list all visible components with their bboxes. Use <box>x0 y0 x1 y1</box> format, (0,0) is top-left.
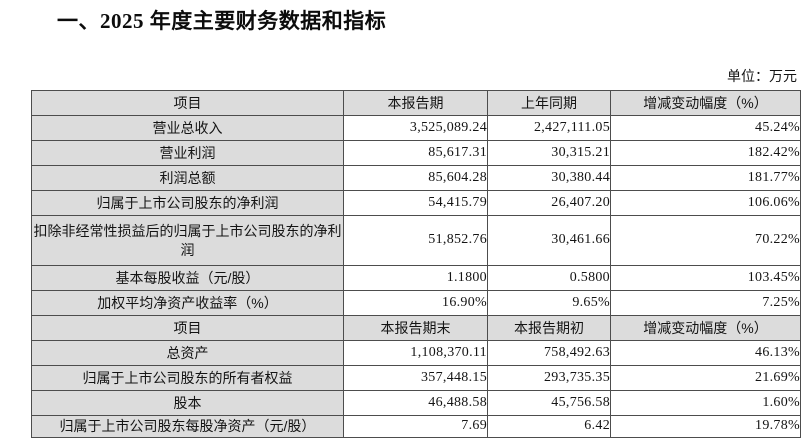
row-label-cell: 扣除非经常性损益后的归属于上市公司股东的净利润 <box>31 215 344 266</box>
row-label-cell: 归属于上市公司股东的净利润 <box>31 190 344 216</box>
table-row-net-profit-excl-nonrecurring: 扣除非经常性损益后的归属于上市公司股东的净利润 51,852.76 30,461… <box>31 215 801 266</box>
change-cell: 103.45% <box>610 265 801 291</box>
change-cell: 70.22% <box>610 215 801 266</box>
current-period-cell: 3,525,089.24 <box>343 115 488 141</box>
period-end-cell: 1,108,370.11 <box>343 340 488 366</box>
period-end-cell: 357,448.15 <box>343 365 488 391</box>
table-row-operating-profit: 营业利润 85,617.31 30,315.21 182.42% <box>31 140 801 166</box>
row-label-cell: 加权平均净资产收益率（%） <box>31 290 344 316</box>
table-row-total-assets: 总资产 1,108,370.11 758,492.63 46.13% <box>31 340 801 366</box>
prior-period-cell: 30,461.66 <box>487 215 611 266</box>
period-end-cell: 46,488.58 <box>343 390 488 416</box>
header-change-pct: 增减变动幅度（%） <box>610 90 801 116</box>
header-item: 项目 <box>31 90 344 116</box>
header-change-pct: 增减变动幅度（%） <box>610 315 801 341</box>
current-period-cell: 51,852.76 <box>343 215 488 266</box>
period-start-cell: 758,492.63 <box>487 340 611 366</box>
change-cell: 181.77% <box>610 165 801 191</box>
current-period-cell: 85,604.28 <box>343 165 488 191</box>
row-label-cell: 归属于上市公司股东每股净资产（元/股） <box>31 415 344 438</box>
change-cell: 182.42% <box>610 140 801 166</box>
change-cell: 45.24% <box>610 115 801 141</box>
change-cell: 1.60% <box>610 390 801 416</box>
prior-period-cell: 2,427,111.05 <box>487 115 611 141</box>
row-label-cell: 股本 <box>31 390 344 416</box>
header-current-period: 本报告期 <box>343 90 488 116</box>
row-label-cell: 营业利润 <box>31 140 344 166</box>
row-label-cell: 基本每股收益（元/股） <box>31 265 344 291</box>
prior-period-cell: 9.65% <box>487 290 611 316</box>
table-row-total-profit: 利润总额 85,604.28 30,380.44 181.77% <box>31 165 801 191</box>
prior-period-cell: 30,380.44 <box>487 165 611 191</box>
current-period-cell: 16.90% <box>343 290 488 316</box>
unit-label: 单位：万元 <box>727 68 797 84</box>
page-title: 一、2025 年度主要财务数据和指标 <box>57 9 387 33</box>
financial-table: 项目 本报告期 上年同期 增减变动幅度（%） 营业总收入 3,525,089.2… <box>31 90 801 438</box>
period-start-cell: 45,756.58 <box>487 390 611 416</box>
row-label-cell: 归属于上市公司股东的所有者权益 <box>31 365 344 391</box>
period-start-cell: 293,735.35 <box>487 365 611 391</box>
change-cell: 19.78% <box>610 415 801 438</box>
change-cell: 46.13% <box>610 340 801 366</box>
header-period-end: 本报告期末 <box>343 315 488 341</box>
row-label-cell: 总资产 <box>31 340 344 366</box>
current-period-cell: 85,617.31 <box>343 140 488 166</box>
header-prior-period: 上年同期 <box>487 90 611 116</box>
header-item: 项目 <box>31 315 344 341</box>
change-cell: 21.69% <box>610 365 801 391</box>
change-cell: 7.25% <box>610 290 801 316</box>
table-row-net-profit-attributable: 归属于上市公司股东的净利润 54,415.79 26,407.20 106.06… <box>31 190 801 216</box>
table-header-row-2: 项目 本报告期末 本报告期初 增减变动幅度（%） <box>31 315 801 341</box>
current-period-cell: 54,415.79 <box>343 190 488 216</box>
prior-period-cell: 0.5800 <box>487 265 611 291</box>
current-period-cell: 1.1800 <box>343 265 488 291</box>
table-row-equity-attributable: 归属于上市公司股东的所有者权益 357,448.15 293,735.35 21… <box>31 365 801 391</box>
header-period-start: 本报告期初 <box>487 315 611 341</box>
table-row-weighted-avg-roe: 加权平均净资产收益率（%） 16.90% 9.65% 7.25% <box>31 290 801 316</box>
prior-period-cell: 30,315.21 <box>487 140 611 166</box>
table-header-row-1: 项目 本报告期 上年同期 增减变动幅度（%） <box>31 90 801 116</box>
table-row-share-capital: 股本 46,488.58 45,756.58 1.60% <box>31 390 801 416</box>
row-label-cell: 营业总收入 <box>31 115 344 141</box>
table-row-total-revenue: 营业总收入 3,525,089.24 2,427,111.05 45.24% <box>31 115 801 141</box>
row-label-cell: 利润总额 <box>31 165 344 191</box>
period-end-cell: 7.69 <box>343 415 488 438</box>
table-row-net-assets-per-share: 归属于上市公司股东每股净资产（元/股） 7.69 6.42 19.78% <box>31 415 801 438</box>
period-start-cell: 6.42 <box>487 415 611 438</box>
change-cell: 106.06% <box>610 190 801 216</box>
prior-period-cell: 26,407.20 <box>487 190 611 216</box>
table-row-basic-eps: 基本每股收益（元/股） 1.1800 0.5800 103.45% <box>31 265 801 291</box>
